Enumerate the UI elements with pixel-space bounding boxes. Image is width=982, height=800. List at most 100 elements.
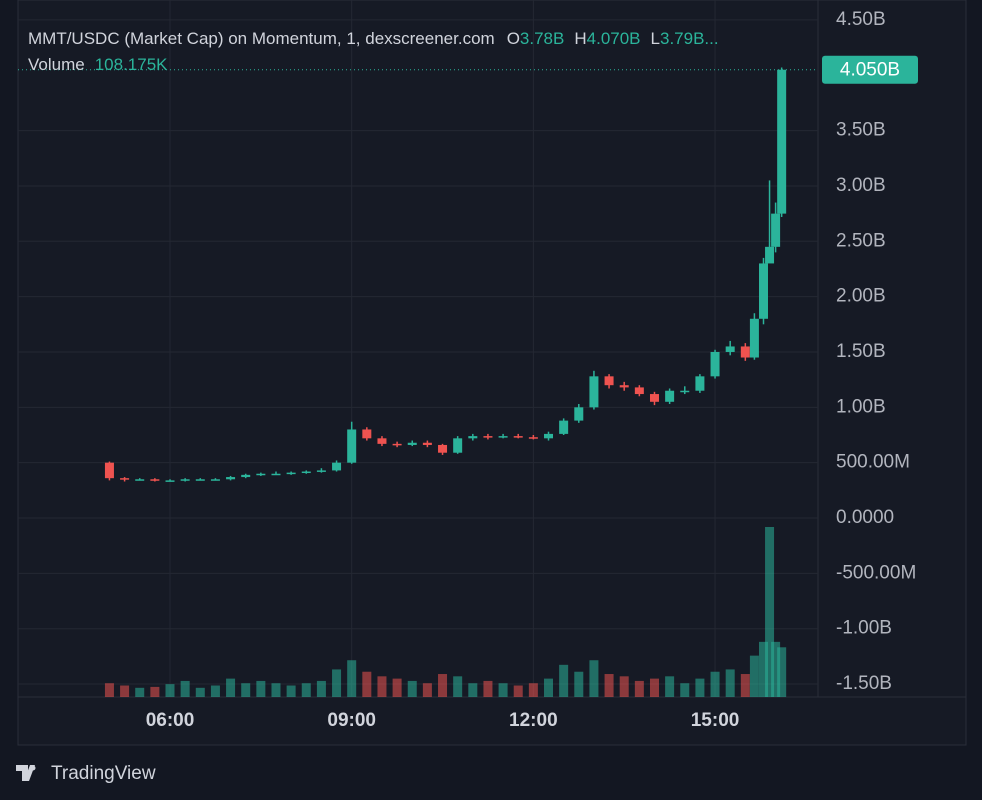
candle-body — [104, 462, 114, 479]
volume-bar — [695, 678, 705, 697]
candle-body — [619, 385, 629, 388]
candle-body — [771, 213, 781, 247]
tradingview-logo: TradingView — [16, 763, 156, 784]
y-tick-label: 500.00M — [836, 452, 910, 473]
candle-body — [226, 477, 236, 480]
volume-bar — [438, 674, 448, 697]
volume-bar — [649, 678, 659, 697]
candle-body — [347, 429, 357, 463]
candle-body — [749, 318, 759, 358]
candle-body — [695, 376, 705, 391]
candle-body — [271, 473, 281, 476]
x-tick-label: 06:00 — [146, 710, 195, 731]
volume-label: Volume — [28, 55, 85, 74]
candle-body — [453, 438, 463, 453]
candle-body — [604, 376, 614, 386]
grid — [18, 0, 818, 697]
volume-bar — [316, 680, 326, 697]
candle-body — [120, 478, 130, 480]
y-tick-label: 2.00B — [836, 286, 886, 307]
volume-bar — [120, 685, 130, 697]
volume-bar — [771, 641, 781, 697]
y-tick-label: 4.50B — [836, 9, 886, 30]
volume-bar — [226, 678, 236, 697]
volume-value: 108.175K — [95, 55, 168, 74]
candle-body — [765, 246, 775, 264]
candle-body — [483, 436, 493, 438]
volume-bar — [513, 685, 523, 697]
y-tick-label: -1.00B — [836, 618, 892, 639]
y-tick-label: 0.0000 — [836, 507, 894, 528]
volume-bar — [256, 680, 266, 697]
candle-body — [332, 462, 342, 471]
high-value: 4.070B — [587, 29, 641, 48]
axes: 4.50B 3.50B 3.00B 2.50B 2.00B 1.50B 1.00B 500.0… — [18, 9, 918, 731]
candle-body — [316, 470, 326, 472]
y-tick-label: 1.00B — [836, 396, 886, 417]
volume-bar — [150, 686, 160, 697]
candle-body — [589, 376, 599, 408]
volume-bar — [241, 683, 251, 697]
candle-body — [377, 438, 387, 444]
candle-body — [468, 436, 478, 439]
candle-body — [740, 346, 750, 358]
last-price-tag — [822, 55, 918, 84]
volume-bar — [407, 680, 417, 697]
candle-body — [392, 443, 402, 446]
x-tick-label: 09:00 — [327, 710, 376, 731]
volume-bar — [777, 647, 787, 697]
volume-bar — [286, 685, 296, 697]
candle-body — [574, 407, 584, 421]
candle-body — [165, 480, 175, 482]
candle-body — [256, 473, 266, 476]
volume-bar — [528, 683, 538, 697]
candle-body — [649, 394, 659, 402]
volume-bar — [740, 674, 750, 697]
volume-bar — [680, 683, 690, 697]
volume-bar — [195, 687, 205, 697]
y-tick-label: 3.50B — [836, 120, 886, 141]
volume-bar — [589, 660, 599, 697]
brand: TradingView — [51, 763, 156, 784]
volume-bar — [377, 676, 387, 697]
y-tick-label: 2.50B — [836, 230, 886, 251]
high-label: H — [574, 29, 586, 48]
volume-bar — [604, 674, 614, 697]
candle-body — [777, 69, 787, 214]
y-tick-label: 1.50B — [836, 341, 886, 362]
last-price-label: 4.050B — [840, 60, 900, 81]
volume-bar — [749, 655, 759, 697]
volume-bar — [180, 680, 190, 697]
volume-bar — [165, 684, 175, 697]
chart-frame — [17, 0, 967, 746]
volume-bar — [634, 680, 644, 697]
volume-bar — [559, 664, 569, 697]
candle-body — [725, 346, 735, 352]
chart-header: MMT/USDC (Market Cap) on Momentum, 1, de… — [28, 29, 719, 48]
volume-bar — [574, 671, 584, 697]
volume-bar — [347, 660, 357, 697]
candle-body — [422, 442, 432, 445]
volume-bar — [271, 683, 281, 697]
candle-body — [680, 390, 690, 393]
candle-body — [438, 444, 448, 453]
candles — [104, 67, 787, 482]
y-tick-label: -500.00M — [836, 562, 916, 583]
volume-bar — [104, 683, 114, 697]
low-value: 3.79B... — [660, 29, 719, 48]
volume-bar — [301, 683, 311, 697]
volume-bar — [498, 683, 508, 697]
candle-body — [528, 437, 538, 439]
volume-bar — [362, 671, 372, 697]
candle-body — [301, 471, 311, 474]
candle-body — [195, 479, 205, 481]
volume-bar — [422, 683, 432, 697]
volume-bar — [210, 685, 220, 697]
candle-body — [180, 479, 190, 481]
volume-bar — [619, 676, 629, 697]
volume-bars — [104, 527, 787, 697]
candle-body — [665, 390, 675, 402]
candle-body — [634, 387, 644, 395]
x-tick-label: 15:00 — [691, 710, 740, 731]
logo-dot — [30, 765, 36, 771]
